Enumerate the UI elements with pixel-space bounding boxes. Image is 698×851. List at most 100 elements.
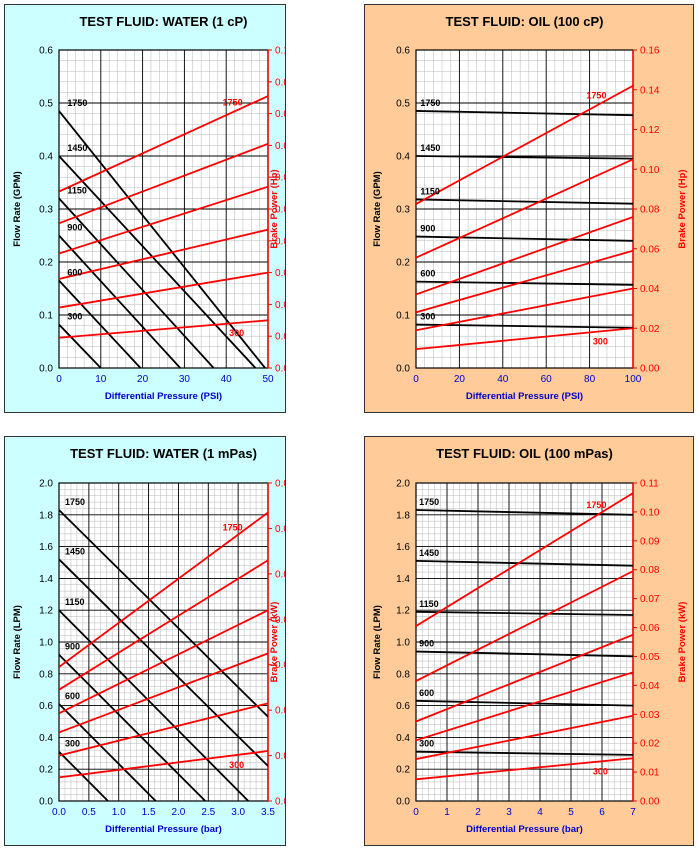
- x-tick-label: 50: [262, 374, 274, 385]
- y-tick-label: 1.8: [39, 510, 53, 521]
- x-axis-label: Differential Pressure (bar): [466, 824, 583, 835]
- flow-line-label-300: 300: [67, 312, 82, 322]
- y2-tick-label: 0.04: [275, 615, 285, 626]
- y2-tick-label: 0.04: [275, 236, 285, 247]
- y2-tick-label: 0.03: [640, 710, 660, 721]
- y2-tick-label: 0.01: [275, 751, 285, 762]
- flow-line-label-300: 300: [65, 739, 80, 749]
- flow-line-label-900: 900: [67, 223, 82, 233]
- flow-line-label-900: 900: [419, 639, 434, 649]
- y2-tick-label: 0.16: [640, 46, 660, 57]
- power-line-1750: [416, 492, 633, 627]
- y-axis-label: Flow Rate (GPM): [12, 171, 23, 246]
- series-group: [59, 95, 268, 368]
- y2-tick-label: 0.05: [275, 205, 285, 216]
- chart-panel-water-cp: 0.0 0.1 0.2 0.3 0.4 0.5 0.6 0.00 0.01 0.02 0.03 0.0…: [4, 4, 286, 413]
- x-tick-label: 4: [537, 807, 543, 818]
- power-line-600: [416, 714, 633, 760]
- power-line-600: [59, 271, 268, 309]
- power-line-900: [59, 652, 268, 734]
- series-group: [416, 492, 633, 781]
- y2-tick-label: 0.05: [275, 569, 285, 580]
- x-axis-label: Differential Pressure (bar): [105, 824, 222, 835]
- x-axis-label: Differential Pressure (PSI): [105, 391, 222, 402]
- flow-line-1750: [59, 110, 266, 368]
- x-tick-label: 1.5: [142, 807, 156, 818]
- flow-line-label-300: 300: [419, 739, 434, 749]
- power-line-1450: [59, 559, 268, 691]
- flow-line-label-1150: 1150: [420, 186, 440, 196]
- x-tick-label: 100: [625, 374, 642, 385]
- power-line-1750: [59, 511, 268, 668]
- y-tick-label: 0.2: [396, 765, 410, 776]
- x-tick-label: 0.0: [52, 807, 66, 818]
- flow-line-label-900: 900: [420, 224, 435, 234]
- flow-line-label-1750: 1750: [420, 98, 440, 108]
- power-line-1150: [59, 185, 268, 255]
- flow-line-1150: [416, 610, 633, 616]
- y-tick-label: 1.8: [396, 510, 410, 521]
- flow-line-1450: [59, 155, 257, 368]
- x-tick-label: 20: [137, 374, 149, 385]
- chart-panel-oil-mpas: 0.0 0.2 0.4 0.6 0.8 1.0 1.2 1.4 1.6 1.8 2.0 0.00 0.0…: [364, 436, 694, 846]
- y-tick-label: 0.3: [396, 205, 410, 216]
- y2-tick-label: 0.07: [275, 141, 285, 152]
- y-tick-label: 0.0: [396, 364, 410, 375]
- y-tick-label: 1.4: [396, 574, 410, 585]
- flow-line-900: [59, 234, 181, 368]
- y-tick-label: 0.3: [39, 205, 53, 216]
- power-line-1150: [59, 609, 268, 715]
- flow-line-label-1450: 1450: [420, 143, 440, 153]
- flow-line-1750: [59, 509, 268, 718]
- y2-tick-label: 0.03: [275, 660, 285, 671]
- power-line-600: [416, 287, 633, 332]
- x-tick-label: 0.5: [82, 807, 96, 818]
- y2-tick-label: 0.02: [640, 324, 660, 335]
- power-line-label-top: 1750: [586, 91, 606, 101]
- chart-title: TEST FLUID: OIL (100 cP): [446, 14, 604, 29]
- y-tick-label: 2.0: [396, 479, 410, 490]
- y-tick-label: 0.4: [39, 733, 53, 744]
- y-tick-label: 0.4: [39, 152, 53, 163]
- x-tick-label: 0: [56, 374, 62, 385]
- x-tick-label: 1: [444, 807, 450, 818]
- chart-svg: 0.0 0.2 0.4 0.6 0.8 1.0 1.2 1.4 1.6 1.8 2.0 0.00 0.0…: [12, 446, 285, 835]
- y2-tick-label: 0.01: [275, 332, 285, 343]
- flow-line-label-1450: 1450: [65, 546, 85, 556]
- y-tick-label: 2.0: [39, 479, 53, 490]
- power-line-1450: [416, 158, 633, 259]
- y-tick-label: 0.1: [396, 311, 410, 322]
- flow-line-1450: [416, 560, 633, 567]
- flow-line-label-1750: 1750: [67, 98, 87, 108]
- power-line-300: [59, 319, 268, 339]
- y2-tick-label: 0.10: [640, 507, 660, 518]
- flow-line-label-1750: 1750: [65, 497, 85, 507]
- y2-tick-label: 0.06: [275, 173, 285, 184]
- chart-title: TEST FLUID: OIL (100 mPas): [436, 446, 613, 461]
- x-tick-label: 40: [497, 374, 509, 385]
- flow-line-900: [416, 650, 633, 658]
- flow-line-label-1150: 1150: [65, 597, 85, 607]
- y-tick-label: 0.0: [39, 797, 53, 808]
- flow-line-600: [416, 699, 633, 707]
- y2-tick-label: 0.10: [640, 165, 660, 176]
- power-line-label-bottom: 300: [593, 766, 608, 776]
- flow-line-1150: [59, 609, 249, 801]
- x-tick-label: 20: [454, 374, 466, 385]
- y-axis-label: Flow Rate (LPM): [12, 605, 23, 679]
- y-tick-label: 0.4: [396, 152, 410, 163]
- y2-tick-label: 0.09: [640, 536, 660, 547]
- x-tick-label: 3: [506, 807, 512, 818]
- y-tick-label: 0.6: [396, 46, 410, 57]
- y-tick-label: 0.0: [39, 364, 53, 375]
- flow-line-label-600: 600: [67, 268, 82, 278]
- flow-line-label-1450: 1450: [67, 143, 87, 153]
- y2-axis-label: Brake Power (Hp): [269, 169, 280, 248]
- y-axis-label: Flow Rate (LPM): [372, 605, 383, 679]
- x-tick-label: 3.0: [231, 807, 245, 818]
- x-tick-label: 6: [599, 807, 605, 818]
- power-line-300: [416, 757, 633, 781]
- y-tick-label: 0.2: [39, 258, 53, 269]
- flow-line-1150: [59, 197, 215, 368]
- power-line-900: [416, 249, 633, 314]
